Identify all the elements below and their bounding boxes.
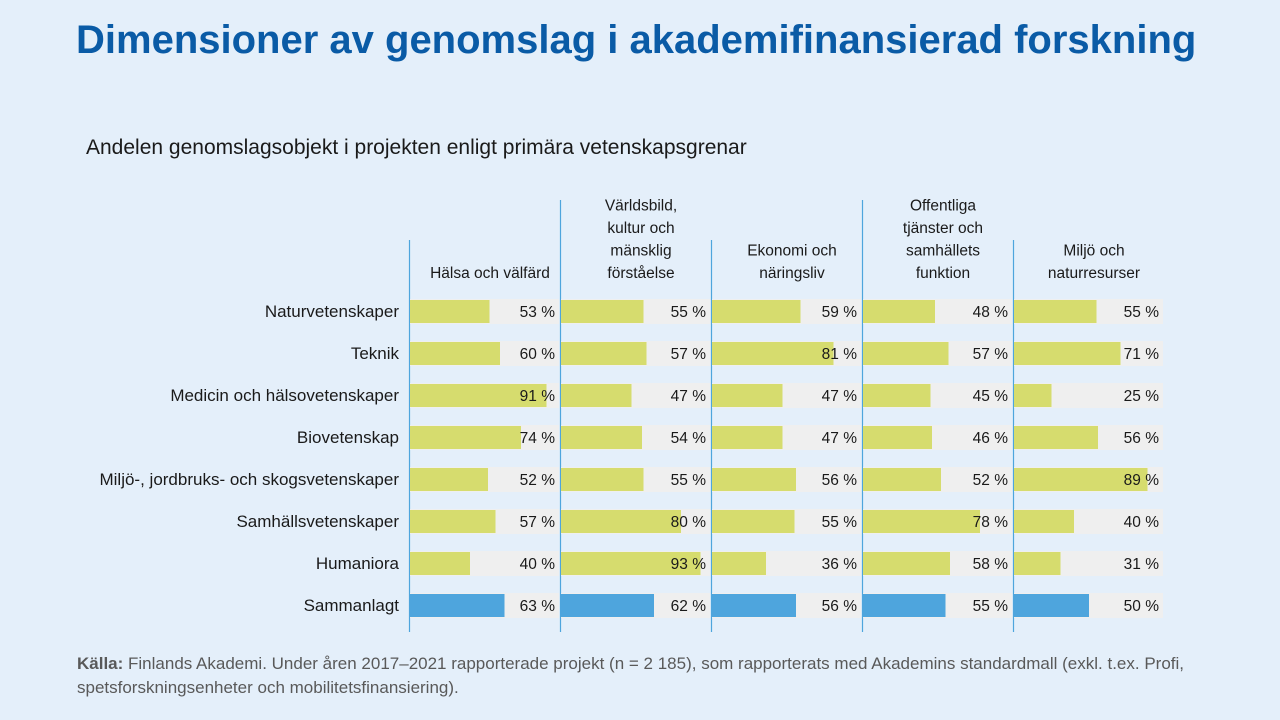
category-label: Sammanlagt — [304, 596, 400, 615]
value-label: 55 % — [671, 472, 707, 489]
bar — [410, 510, 496, 533]
total-bar — [863, 594, 946, 617]
bar — [863, 510, 980, 533]
value-label: 55 % — [822, 514, 858, 531]
bar — [863, 426, 932, 449]
bar — [561, 300, 644, 323]
value-label: 62 % — [671, 598, 707, 615]
value-label: 46 % — [973, 430, 1009, 447]
category-label: Medicin och hälsovetenskaper — [170, 386, 399, 405]
value-label: 60 % — [520, 346, 556, 363]
category-label: Biovetenskap — [297, 428, 399, 447]
bar — [410, 426, 521, 449]
bar — [712, 384, 783, 407]
value-label: 57 % — [973, 346, 1009, 363]
value-label: 91 % — [520, 388, 556, 405]
value-label: 31 % — [1124, 556, 1160, 573]
series-header: Miljö och naturresurser — [1048, 243, 1140, 283]
series-header: Hälsa och välfärd — [430, 265, 550, 282]
value-label: 74 % — [520, 430, 556, 447]
bar — [410, 552, 470, 575]
bar — [712, 552, 766, 575]
bar — [561, 426, 642, 449]
value-label: 54 % — [671, 430, 707, 447]
value-label: 45 % — [973, 388, 1009, 405]
value-label: 55 % — [1124, 304, 1160, 321]
bar — [712, 468, 796, 491]
total-bar — [1014, 594, 1089, 617]
category-label: Miljö-, jordbruks- och skogsvetenskaper — [99, 470, 399, 489]
bar — [561, 510, 681, 533]
category-label: Humaniora — [316, 554, 400, 573]
value-label: 47 % — [822, 430, 858, 447]
value-label: 52 % — [520, 472, 556, 489]
total-bar — [712, 594, 796, 617]
bar — [1014, 468, 1148, 491]
value-label: 59 % — [822, 304, 858, 321]
value-label: 56 % — [1124, 430, 1160, 447]
value-label: 57 % — [520, 514, 556, 531]
chart-subtitle: Andelen genomslagsobjekt i projekten enl… — [86, 136, 747, 159]
bar — [1014, 342, 1121, 365]
value-label: 56 % — [822, 598, 858, 615]
bar — [863, 552, 950, 575]
bar — [712, 342, 834, 365]
bar — [561, 552, 701, 575]
bar — [1014, 510, 1074, 533]
value-label: 52 % — [973, 472, 1009, 489]
value-label: 81 % — [822, 346, 858, 363]
value-label: 63 % — [520, 598, 556, 615]
bar — [863, 300, 935, 323]
value-label: 71 % — [1124, 346, 1160, 363]
value-label: 89 % — [1124, 472, 1160, 489]
category-label: Teknik — [351, 344, 400, 363]
bar — [1014, 426, 1098, 449]
bar — [410, 300, 490, 323]
bar — [863, 342, 949, 365]
bar — [712, 300, 801, 323]
series-header: Världsbild, kultur och mänsklig förståelse — [605, 198, 677, 283]
value-label: 48 % — [973, 304, 1009, 321]
bar — [410, 342, 500, 365]
bar — [1014, 384, 1052, 407]
bar — [410, 384, 547, 407]
value-label: 53 % — [520, 304, 556, 321]
bar — [712, 426, 783, 449]
value-label: 47 % — [671, 388, 707, 405]
series-header: Offentliga tjänster och samhällets funktion — [903, 198, 983, 283]
category-label: Samhällsvetenskaper — [236, 512, 399, 531]
value-label: 40 % — [1124, 514, 1160, 531]
source-text: Finlands Akademi. Under åren 2017–2021 r… — [77, 654, 1184, 697]
bar — [410, 468, 488, 491]
source-label: Källa: — [77, 654, 124, 673]
bar — [863, 384, 931, 407]
series-header: Ekonomi och näringsliv — [747, 243, 837, 283]
value-label: 58 % — [973, 556, 1009, 573]
value-label: 25 % — [1124, 388, 1160, 405]
value-label: 57 % — [671, 346, 707, 363]
bar-chart: Naturvetenskaper Teknik Medicin och hälsov… — [99, 198, 1163, 632]
bar — [712, 510, 795, 533]
value-label: 80 % — [671, 514, 707, 531]
total-bar — [561, 594, 654, 617]
bar — [561, 468, 644, 491]
bar — [561, 384, 632, 407]
bar — [1014, 552, 1061, 575]
bar — [561, 342, 647, 365]
total-bar — [410, 594, 505, 617]
category-label: Naturvetenskaper — [265, 302, 400, 321]
bar — [1014, 300, 1097, 323]
value-label: 55 % — [973, 598, 1009, 615]
value-label: 78 % — [973, 514, 1009, 531]
value-label: 55 % — [671, 304, 707, 321]
source-note: Källa: Finlands Akademi. Under åren 2017… — [77, 652, 1197, 700]
value-label: 47 % — [822, 388, 858, 405]
value-label: 50 % — [1124, 598, 1160, 615]
value-label: 56 % — [822, 472, 858, 489]
bar — [863, 468, 941, 491]
chart-title: Dimensioner av genomslag i akademifinans… — [76, 18, 1197, 62]
value-label: 36 % — [822, 556, 858, 573]
value-label: 93 % — [671, 556, 707, 573]
value-label: 40 % — [520, 556, 556, 573]
